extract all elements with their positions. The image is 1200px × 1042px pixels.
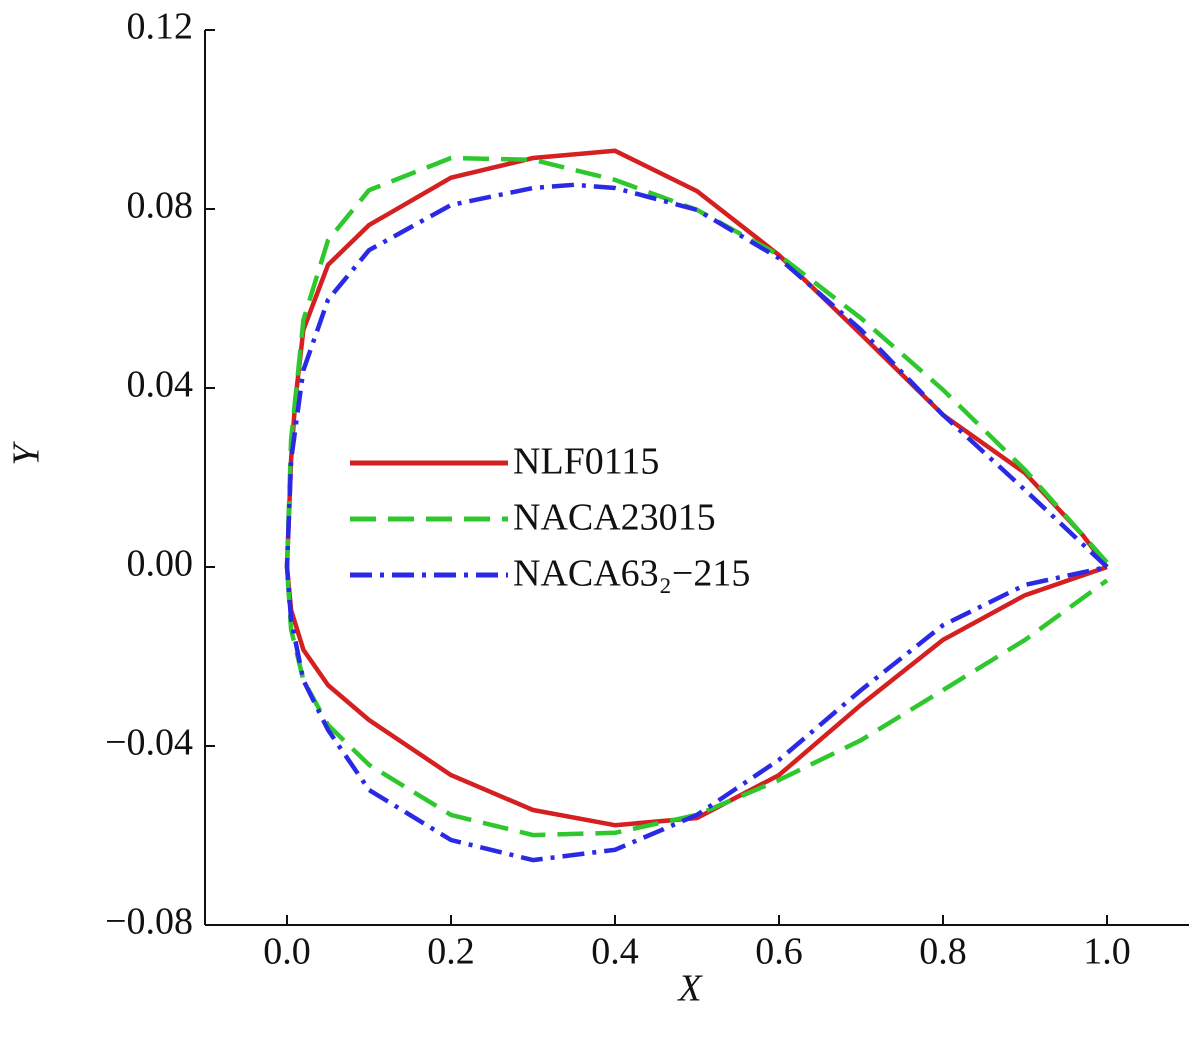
x-tick-label: 0.2 (427, 931, 475, 973)
legend-label: NACA63₂−215 (513, 553, 750, 595)
y-tick-label: 0.08 (127, 185, 194, 227)
y-tick-label: 0.00 (127, 543, 194, 585)
x-axis-label: X (676, 968, 703, 1010)
y-tick-label: 0.04 (127, 364, 194, 406)
legend-label: NLF0115 (513, 441, 659, 483)
y-tick-label: −0.04 (105, 722, 193, 764)
series-line (284, 148, 1109, 828)
y-tick-label: 0.12 (127, 6, 194, 48)
x-tick-label: 0.6 (755, 931, 803, 973)
y-axis-label: Y (6, 441, 48, 466)
x-tick-label: 0.0 (263, 931, 311, 973)
x-tick-label: 0.4 (591, 931, 639, 973)
x-tick-label: 1.0 (1083, 931, 1131, 973)
x-tick-label: 0.8 (919, 931, 967, 973)
y-tick-label: −0.08 (105, 901, 193, 943)
legend-label: NACA23015 (513, 497, 716, 539)
